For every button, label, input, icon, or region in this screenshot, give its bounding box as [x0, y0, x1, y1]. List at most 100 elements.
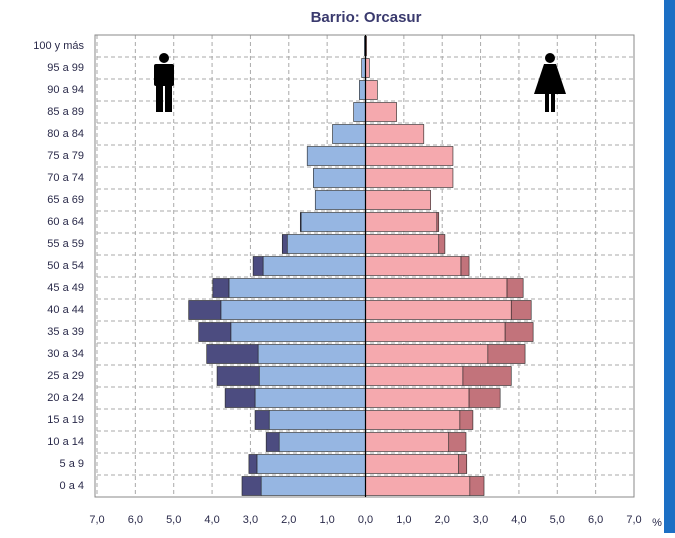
x-tick-label: 3,0 [243, 514, 258, 526]
bar [458, 454, 468, 474]
y-tick-label: 10 a 14 [47, 436, 84, 448]
y-tick-label: 80 a 84 [47, 128, 84, 140]
bar [365, 322, 506, 342]
bar [224, 388, 256, 408]
bar [365, 366, 464, 386]
y-tick-label: 35 a 39 [47, 326, 84, 338]
bar [365, 124, 425, 144]
bar [212, 278, 230, 298]
bar [365, 476, 471, 496]
y-tick-label: 30 a 34 [47, 348, 84, 360]
y-tick-label: 90 a 94 [47, 84, 84, 96]
side-stripe [664, 0, 675, 533]
y-tick-label: 55 a 59 [47, 238, 84, 250]
bar [278, 432, 366, 452]
bar [359, 80, 366, 100]
bar [365, 212, 438, 232]
bar [258, 366, 366, 386]
bar [510, 300, 532, 320]
bar [256, 454, 366, 474]
x-tick-label: 7,0 [626, 514, 641, 526]
x-tick-label: 1,0 [319, 514, 334, 526]
x-tick-label: 3,0 [473, 514, 488, 526]
bar [365, 300, 512, 320]
y-tick-label: 40 a 44 [47, 304, 84, 316]
bar [365, 168, 454, 188]
y-tick-label: 25 a 29 [47, 370, 84, 382]
x-tick-label: 5,0 [166, 514, 181, 526]
bar [365, 278, 508, 298]
bar [365, 388, 470, 408]
y-tick-label: 50 a 54 [47, 260, 84, 272]
bar [313, 168, 366, 188]
y-tick-label: 65 a 69 [47, 194, 84, 206]
bar [438, 234, 446, 254]
x-tick-label: 0,0 [358, 514, 373, 526]
x-tick-label: 4,0 [511, 514, 526, 526]
bar [459, 410, 474, 430]
bar [365, 146, 454, 166]
chart-title: Barrio: Orcasur [311, 9, 422, 26]
y-tick-label: 60 a 64 [47, 216, 84, 228]
bar [299, 212, 302, 232]
bar [365, 344, 489, 364]
plot-frame [94, 34, 635, 498]
bar [254, 410, 270, 430]
bar [436, 212, 440, 232]
bar [286, 234, 366, 254]
bar [468, 388, 501, 408]
bar [365, 80, 378, 100]
bar [252, 256, 264, 276]
bar [254, 388, 366, 408]
bar [332, 124, 366, 144]
bar [216, 366, 260, 386]
bar [365, 454, 460, 474]
bar [462, 366, 512, 386]
x-tick-label: 6,0 [128, 514, 143, 526]
bar [469, 476, 485, 496]
bar [257, 344, 366, 364]
y-tick-label: 45 a 49 [47, 282, 84, 294]
x-tick-label: 7,0 [89, 514, 104, 526]
x-tick-label: 2,0 [435, 514, 450, 526]
bar [487, 344, 526, 364]
bar [248, 454, 258, 474]
x-tick-label: 1,0 [396, 514, 411, 526]
bar [220, 300, 366, 320]
bar [460, 256, 470, 276]
bar [306, 146, 366, 166]
bar [353, 102, 366, 122]
male-icon [154, 53, 174, 112]
y-tick-label: 0 a 4 [60, 480, 84, 492]
bar [504, 322, 534, 342]
x-tick-label: 2,0 [281, 514, 296, 526]
bar [365, 190, 432, 210]
female-icon [534, 53, 566, 112]
bar [228, 278, 366, 298]
bar [198, 322, 232, 342]
bars [188, 36, 534, 496]
y-tick-label: 95 a 99 [47, 62, 84, 74]
bar [241, 476, 262, 496]
y-tick-label: 20 a 24 [47, 392, 84, 404]
bar [365, 410, 461, 430]
bar [262, 256, 366, 276]
bar [230, 322, 366, 342]
bar [281, 234, 288, 254]
bar [365, 432, 450, 452]
y-tick-label: 75 a 79 [47, 150, 84, 162]
bar [365, 234, 440, 254]
bar [448, 432, 467, 452]
y-tick-label: 70 a 74 [47, 172, 84, 184]
bar [268, 410, 366, 430]
bar [506, 278, 524, 298]
bar [365, 256, 462, 276]
x-tick-label: 5,0 [550, 514, 565, 526]
bar [314, 190, 366, 210]
x-tick-label: 6,0 [588, 514, 603, 526]
x-axis-label: % [652, 517, 662, 529]
y-tick-label: 85 a 89 [47, 106, 84, 118]
bar [260, 476, 366, 496]
y-tick-label: 100 y más [33, 40, 84, 52]
